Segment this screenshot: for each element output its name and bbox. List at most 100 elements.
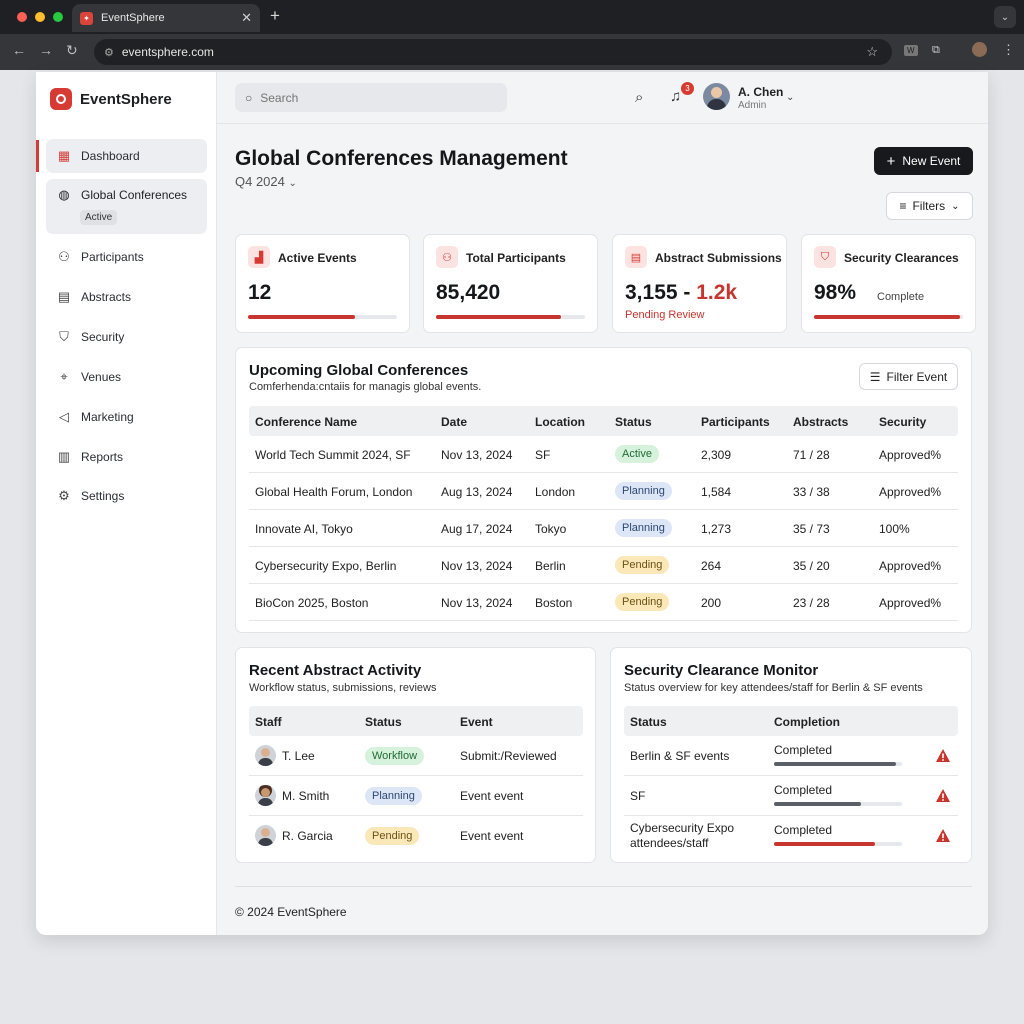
sidebar-item-security[interactable]: ⛉ Security <box>46 320 207 354</box>
filters-button[interactable]: ≡ Filters ⌄ <box>886 192 973 220</box>
table-row[interactable]: T. Lee Workflow Submit:/Reviewed <box>249 736 583 776</box>
bell-icon[interactable]: ♫ <box>670 88 682 105</box>
cell-date: Aug 17, 2024 <box>441 522 513 536</box>
cell-participants: 200 <box>701 596 722 610</box>
extension-icon[interactable]: W <box>904 45 918 56</box>
filters-label: Filters <box>912 199 946 213</box>
menu-dots-icon[interactable]: ⋮ <box>1002 42 1015 57</box>
cell-abstracts: 23 / 28 <box>793 596 830 610</box>
avatar[interactable] <box>703 83 730 110</box>
eventsphere-logo-icon <box>50 88 72 110</box>
column-header[interactable]: Abstracts <box>793 415 849 429</box>
stat-card-total-participants[interactable]: ⚇ Total Participants 85,420 <box>423 234 598 333</box>
table-row[interactable]: BioCon 2025, Boston Nov 13, 2024 Boston 200… <box>249 584 958 621</box>
sidebar-item-global-conferences[interactable]: ◍ Global Conferences Active <box>46 179 207 234</box>
column-header[interactable]: Date <box>441 415 468 429</box>
table-row[interactable]: M. Smith Planning Event event <box>249 776 583 816</box>
cell-security: 100% <box>879 522 910 536</box>
address-bar[interactable]: ⚙ eventsphere.com ☆ <box>94 39 892 65</box>
cell-name: Innovate AI, Tokyo <box>255 522 353 536</box>
table-row[interactable]: World Tech Summit 2024, SF Nov 13, 2024 SF… <box>249 436 958 473</box>
progress-fill <box>774 802 862 806</box>
column-header[interactable]: Status <box>630 715 667 729</box>
search-input[interactable] <box>260 90 481 105</box>
reload-icon[interactable]: ↻ <box>66 42 78 58</box>
cell-date: Nov 13, 2024 <box>441 559 513 573</box>
stat-card-abstract-submissions[interactable]: ▤ Abstract Submissions 3,155 - 1.2k Pend… <box>612 234 787 333</box>
warning-icon[interactable] <box>935 828 951 844</box>
search-icon[interactable]: ⌕ <box>635 89 644 106</box>
cell-security: Approved% <box>879 448 942 462</box>
cell-location: Berlin <box>535 559 566 573</box>
column-header[interactable]: Location <box>535 415 585 429</box>
page-title: Global Conferences Management <box>235 147 568 170</box>
maximize-window-button[interactable] <box>53 12 63 22</box>
sidebar-item-reports[interactable]: ▥ Reports <box>46 440 207 474</box>
table-row[interactable]: Cybersecurity Expo attendees/staff Comple… <box>624 816 958 856</box>
new-tab-icon[interactable]: + <box>270 6 280 25</box>
shield-check-icon: ⛉ <box>814 246 836 268</box>
section-title: Security Clearance Monitor <box>624 662 819 679</box>
table-row[interactable]: Berlin & SF events Completed <box>624 736 958 776</box>
cell-security: Approved% <box>879 485 942 499</box>
status-pill: Planning <box>615 482 672 500</box>
minimize-window-button[interactable] <box>35 12 45 22</box>
column-header[interactable]: Participants <box>701 415 770 429</box>
sidebar-item-participants[interactable]: ⚇ Participants <box>46 240 207 274</box>
table-row[interactable]: Cybersecurity Expo, Berlin Nov 13, 2024 Be… <box>249 547 958 584</box>
tab-menu-icon[interactable]: ⌄ <box>994 6 1016 28</box>
column-header[interactable]: Status <box>365 715 402 729</box>
sidebar-item-abstracts[interactable]: ▤ Abstracts <box>46 280 207 314</box>
eventsphere-favicon-icon: ✦ <box>80 11 93 25</box>
column-header[interactable]: Conference Name <box>255 415 358 429</box>
column-header[interactable]: Security <box>879 415 927 429</box>
user-role: Admin <box>738 100 767 111</box>
warning-icon[interactable] <box>935 748 951 764</box>
filter-icon: ≡ <box>899 199 907 213</box>
gear-icon: ⚙ <box>58 488 70 503</box>
column-header[interactable]: Completion <box>774 715 840 729</box>
sidebar-item-venues[interactable]: ⌖ Venues <box>46 360 207 394</box>
sidebar-item-dashboard[interactable]: ▦ Dashboard <box>46 139 207 173</box>
browser-tab[interactable]: ✦ EventSphere ✕ <box>72 4 260 32</box>
warning-icon[interactable] <box>935 788 951 804</box>
column-header[interactable]: Staff <box>255 715 282 729</box>
progress-bar <box>774 802 902 806</box>
chevron-down-icon[interactable]: ⌄ <box>786 92 795 103</box>
cell-name: BioCon 2025, Boston <box>255 596 369 610</box>
bookmark-star-icon[interactable]: ☆ <box>866 44 878 59</box>
search-box[interactable]: ○ <box>235 83 507 112</box>
sidebar-item-settings[interactable]: ⚙ Settings <box>46 479 207 513</box>
stat-card-active-events[interactable]: ▟ Active Events 12 <box>235 234 410 333</box>
cell-name: Global Health Forum, London <box>255 485 413 499</box>
sidebar-item-label: Dashboard <box>81 149 140 163</box>
sidebar-item-marketing[interactable]: ◁ Marketing <box>46 400 207 434</box>
column-header[interactable]: Event <box>460 715 493 729</box>
profile-icon[interactable] <box>972 42 987 57</box>
abstract-activity-card: Recent Abstract Activity Workflow status… <box>235 647 596 863</box>
filter-event-button[interactable]: ☰ Filter Event <box>859 363 958 390</box>
status-pill: Workflow <box>365 747 425 765</box>
brand-name: EventSphere <box>80 90 172 108</box>
close-icon[interactable]: ✕ <box>241 10 252 25</box>
forward-icon[interactable]: → <box>39 42 53 58</box>
cell-date: Nov 13, 2024 <box>441 448 513 462</box>
column-header[interactable]: Status <box>615 415 652 429</box>
new-event-button[interactable]: + New Event <box>874 147 973 175</box>
table-row[interactable]: Global Health Forum, London Aug 13, 2024 L… <box>249 473 958 510</box>
site-settings-icon[interactable]: ⚙ <box>104 46 114 59</box>
table-row[interactable]: SF Completed <box>624 776 958 816</box>
brand[interactable]: EventSphere <box>50 88 172 110</box>
table-row[interactable]: R. Garcia Pending Event event <box>249 816 583 856</box>
plus-icon: + <box>886 152 896 170</box>
back-icon[interactable]: ← <box>12 42 26 58</box>
puzzle-icon[interactable]: ⧉ <box>932 44 940 56</box>
window-controls <box>17 12 63 22</box>
cell-abstracts: 35 / 73 <box>793 522 830 536</box>
stat-label: Security Clearances <box>844 251 959 265</box>
close-window-button[interactable] <box>17 12 27 22</box>
stat-card-security-clearances[interactable]: ⛉ Security Clearances 98% Complete <box>801 234 976 333</box>
table-row[interactable]: Innovate AI, Tokyo Aug 17, 2024 Tokyo 1,273… <box>249 510 958 547</box>
user-name[interactable]: A. Chen <box>738 85 784 99</box>
period-selector[interactable]: Q4 2024 ⌄ <box>235 174 297 189</box>
